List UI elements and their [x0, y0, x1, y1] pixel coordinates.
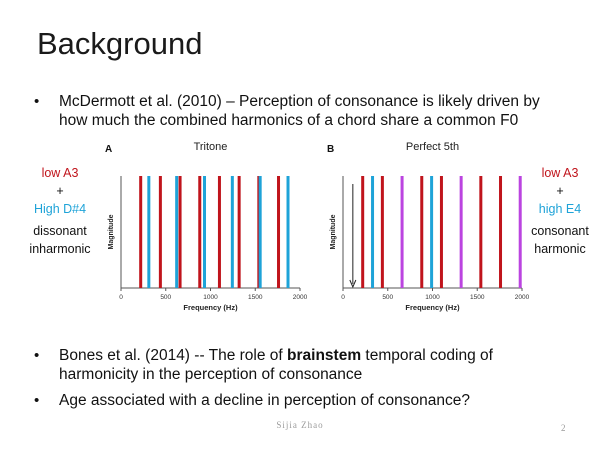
x-tick-label: 500 — [382, 294, 393, 301]
right-low-note: low A3 — [541, 166, 579, 180]
harmonic-bar-red — [439, 176, 443, 288]
x-tick-label: 2000 — [293, 294, 308, 301]
harmonic-bar-blue — [203, 176, 207, 288]
panel-letter: A — [105, 144, 112, 155]
x-tick-label: 2000 — [515, 294, 530, 301]
left-high-note: High D#4 — [33, 202, 87, 216]
left-harmonicity: inharmonic — [29, 242, 91, 256]
harmonic-bar-red — [217, 176, 221, 288]
harmonic-bar-blue — [286, 176, 290, 288]
harmonic-bar-red — [380, 176, 384, 288]
harmonic-bar-red — [479, 176, 483, 288]
right-annotation: low A3 + high E4 consonant harmonic — [522, 164, 598, 258]
chart-perfect-fifth: B Perfect 5th Magnitude 0 500 1000 1500 2000 Fre… — [327, 141, 530, 312]
harmonic-bar-red — [277, 176, 281, 288]
harmonic-bar-red — [499, 176, 503, 288]
slide-title: Background — [37, 26, 203, 61]
page-number: 2 — [561, 423, 566, 433]
harmonic-bar-blue — [371, 176, 375, 288]
bullet-item: McDermott et al. (2010) – Perception of … — [34, 92, 564, 130]
harmonic-bar-red — [178, 176, 182, 288]
x-tick-label: 1500 — [248, 294, 263, 301]
harmonic-bar-red — [361, 176, 365, 288]
right-harmonicity: harmonic — [534, 242, 586, 256]
bullet-text: temporal coding of harmonicity in the pe… — [59, 347, 493, 383]
harmonic-bar-purple — [459, 176, 463, 288]
right-high-note: high E4 — [538, 202, 582, 216]
y-axis-label: Magnitude — [108, 214, 115, 249]
right-plus: + — [556, 184, 564, 198]
harmonic-bar-blue — [147, 176, 151, 288]
x-axis-label: Frequency (Hz) — [183, 303, 238, 312]
left-quality: dissonant — [33, 224, 87, 238]
bullet-item: Age associated with a decline in percept… — [34, 391, 564, 410]
bullet-item: Bones et al. (2014) -- The role of brain… — [34, 346, 564, 384]
chart-tritone: A Tritone Magnitude 0 500 1000 1500 2000 Frequen… — [105, 141, 308, 312]
bullet-list-top: McDermott et al. (2010) – Perception of … — [34, 92, 564, 130]
harmonic-bar-red — [420, 176, 424, 288]
chart-title: Perfect 5th — [406, 141, 459, 153]
bullet-text: Age associated with a decline in percept… — [59, 392, 471, 409]
left-plus: + — [56, 184, 64, 198]
chart-title: Tritone — [194, 141, 228, 153]
x-tick-label: 0 — [119, 294, 123, 301]
harmonic-bar-blue — [175, 176, 179, 288]
x-tick-label: 1500 — [470, 294, 485, 301]
harmonic-bar-blue — [230, 176, 234, 288]
harmonic-bar-red — [237, 176, 241, 288]
f0-arrow-head — [349, 279, 357, 289]
x-tick-label: 1000 — [425, 294, 440, 301]
x-tick-label: 1000 — [203, 294, 218, 301]
right-quality: consonant — [531, 224, 589, 238]
harmonic-bar-red — [198, 176, 202, 288]
harmonic-bar-purple — [518, 176, 522, 288]
harmonic-bar-red — [158, 176, 162, 288]
bullet-list-bottom: Bones et al. (2014) -- The role of brain… — [34, 346, 564, 417]
panel-letter: B — [327, 144, 334, 155]
x-tick-label: 500 — [160, 294, 171, 301]
x-axis-label: Frequency (Hz) — [405, 303, 460, 312]
left-low-note: low A3 — [41, 166, 79, 180]
left-annotation: low A3 + High D#4 dissonant inharmonic — [18, 164, 102, 258]
harmonic-bar-blue — [258, 176, 262, 288]
bullet-text: Bones et al. (2014) -- The role of — [59, 347, 288, 364]
y-axis-label: Magnitude — [330, 214, 337, 249]
harmonic-bar-purple — [400, 176, 404, 288]
bullet-bold-text: brainstem — [287, 347, 362, 364]
x-tick-label: 0 — [341, 294, 345, 301]
footer-author: Sijia Zhao — [276, 420, 324, 430]
harmonic-bar-red — [139, 176, 143, 288]
harmonic-bar-blue — [430, 176, 434, 288]
